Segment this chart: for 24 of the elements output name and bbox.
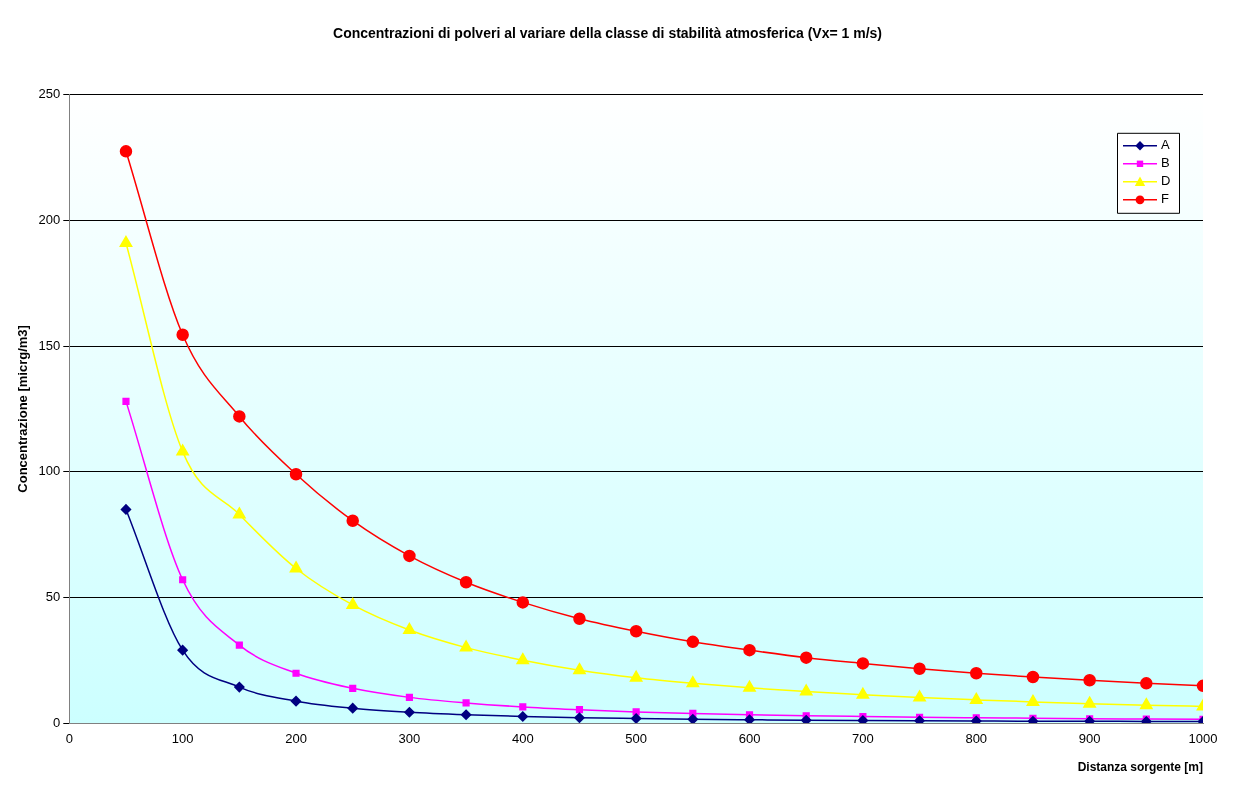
y-tick-label: 50: [45, 588, 61, 604]
y-tick-label: 100: [38, 463, 61, 479]
y-tick-label: 0: [53, 714, 61, 730]
legend-label: F: [1161, 191, 1169, 207]
y-tick-label: 200: [38, 212, 61, 228]
x-tick-label: 500: [625, 731, 647, 747]
x-tick-label: 0: [65, 731, 73, 747]
x-tick-label: 1000: [1188, 731, 1218, 747]
legend-label: D: [1161, 173, 1171, 189]
y-tick-label: 150: [38, 337, 61, 353]
x-tick-label: 100: [171, 731, 194, 747]
x-tick-label: 200: [285, 731, 307, 747]
x-tick-label: 600: [738, 731, 761, 747]
x-tick-label: 900: [1078, 731, 1101, 747]
x-tick-label: 400: [511, 731, 534, 747]
x-tick-label: 300: [398, 731, 421, 747]
y-tick-label: 250: [38, 86, 61, 102]
y-axis-title: Concentrazione [micrg/m3]: [15, 325, 31, 493]
legend-label: B: [1161, 155, 1170, 171]
x-tick-label: 700: [852, 731, 874, 747]
legend-label: A: [1161, 137, 1170, 153]
x-axis-title: Distanza sorgente [m]: [1077, 760, 1203, 775]
chart-title: Concentrazioni di polveri al variare della classe di stabilità atmosferica (Vx= 1 m/s): [333, 25, 882, 42]
x-tick-label: 800: [965, 731, 988, 747]
